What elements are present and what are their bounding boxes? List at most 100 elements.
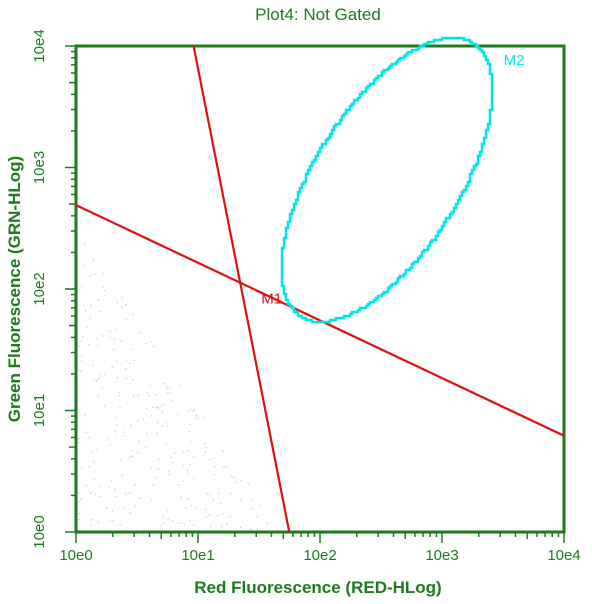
event-dot — [116, 302, 118, 304]
event-dot — [104, 405, 106, 407]
event-dot — [113, 338, 116, 340]
event-dot — [160, 405, 162, 407]
event-dot — [221, 526, 223, 528]
event-dot — [131, 450, 134, 452]
event-dot — [80, 370, 82, 372]
event-dot — [230, 493, 232, 495]
event-dot — [155, 406, 157, 408]
event-dot — [81, 355, 83, 358]
x-axis-tick-labels: 10e0 10e1 10e2 10e3 10e4 — [59, 547, 580, 564]
event-dot — [218, 492, 220, 494]
event-dot — [250, 499, 253, 501]
event-dot — [236, 481, 238, 483]
event-dot — [106, 439, 109, 441]
event-dot — [266, 522, 268, 524]
event-dot — [240, 498, 242, 500]
event-dot — [240, 501, 242, 503]
event-dot — [94, 273, 96, 275]
event-dot — [138, 332, 140, 334]
event-dot — [80, 498, 82, 500]
event-dot — [116, 360, 118, 362]
event-dot — [86, 326, 88, 328]
event-dot — [222, 513, 224, 515]
event-dot — [91, 492, 93, 494]
event-dot — [146, 343, 148, 345]
event-dot — [78, 345, 80, 347]
event-dot — [203, 455, 205, 457]
event-dot — [145, 422, 147, 424]
event-dot — [93, 461, 95, 463]
event-dot — [177, 522, 179, 524]
event-dot — [81, 360, 83, 362]
event-dot — [174, 452, 176, 454]
event-dot — [87, 343, 90, 345]
event-dot — [138, 440, 140, 442]
event-dot — [90, 304, 92, 306]
event-dot — [129, 457, 131, 459]
event-dot — [77, 369, 79, 371]
event-dot — [112, 519, 114, 521]
event-dot — [149, 341, 152, 343]
event-dot — [182, 465, 184, 467]
event-dot — [209, 494, 211, 496]
event-dot — [111, 510, 113, 512]
event-dot — [165, 421, 168, 424]
event-dot — [134, 484, 136, 486]
event-dot — [146, 433, 148, 435]
event-dot — [212, 457, 214, 460]
event-dot — [259, 503, 261, 505]
event-dot — [110, 480, 112, 482]
event-dot — [231, 476, 233, 478]
event-dot — [214, 466, 216, 468]
event-dot — [240, 526, 242, 528]
event-dot — [90, 275, 92, 277]
event-dot — [101, 388, 103, 390]
y-axis-tick-labels: 10e0 10e1 10e2 10e3 10e4 — [31, 29, 48, 548]
m1-line — [75, 204, 565, 437]
event-dot — [120, 340, 122, 342]
y-tick-label: 10e2 — [31, 272, 48, 305]
event-dot — [115, 424, 117, 426]
event-dot — [77, 442, 79, 444]
event-dot — [129, 492, 131, 494]
event-dot — [119, 459, 122, 461]
event-dot — [88, 466, 90, 468]
event-dot — [142, 418, 145, 420]
event-dot — [169, 392, 171, 394]
event-dot — [119, 524, 121, 526]
event-dot — [233, 476, 235, 479]
event-dot — [226, 523, 228, 525]
event-dot — [193, 456, 195, 458]
event-dot — [225, 466, 227, 468]
event-dot — [78, 512, 80, 515]
event-dot — [183, 451, 185, 454]
event-dot — [96, 338, 98, 340]
event-dot — [133, 395, 135, 397]
event-dot — [123, 435, 126, 437]
event-dot — [165, 385, 167, 387]
event-dot — [163, 383, 165, 385]
event-dot — [206, 493, 208, 495]
event-dot — [189, 423, 191, 425]
event-dot — [102, 286, 104, 288]
event-dot — [192, 524, 194, 526]
event-dot — [212, 499, 214, 501]
event-dot — [205, 446, 207, 449]
event-dot — [222, 450, 224, 452]
event-dot — [113, 366, 115, 368]
event-dot — [89, 317, 91, 319]
event-dot — [184, 524, 186, 526]
y-tick-label: 10e3 — [31, 151, 48, 184]
event-dot — [115, 431, 117, 433]
y-axis-ticks — [65, 45, 76, 533]
event-dot — [109, 330, 111, 332]
event-dot — [114, 488, 116, 491]
event-dot — [150, 467, 152, 469]
event-dot — [97, 521, 99, 523]
event-dot — [157, 407, 159, 409]
event-dot — [189, 408, 191, 411]
event-dot — [162, 522, 164, 525]
event-dot — [115, 380, 117, 382]
event-dot — [96, 345, 99, 347]
